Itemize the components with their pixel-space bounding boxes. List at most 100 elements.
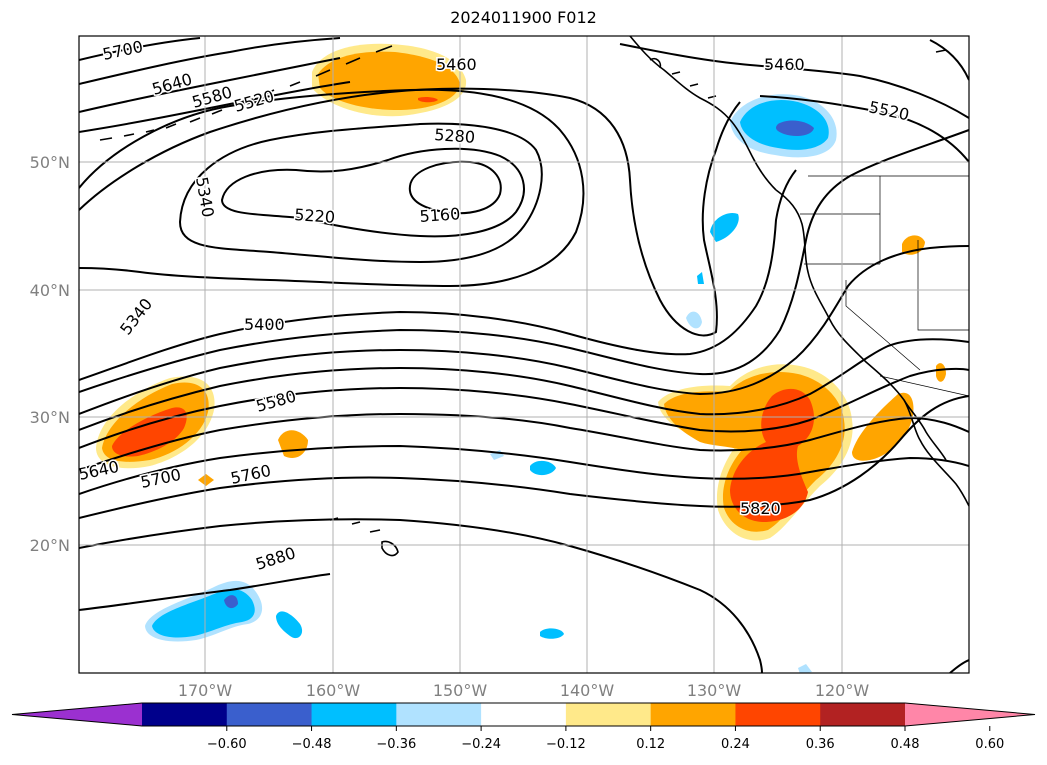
contour-5820 bbox=[79, 395, 969, 519]
state-line-ca-nv bbox=[845, 280, 921, 371]
colorbar-tick-label: 0.48 bbox=[891, 737, 920, 752]
contour-se-corner bbox=[949, 659, 969, 673]
positive-region-north-peak bbox=[418, 96, 438, 103]
contour-5400 bbox=[79, 87, 741, 337]
contour-5220 bbox=[220, 147, 525, 238]
state-line-nv-ut bbox=[917, 240, 969, 331]
contour-label: 5520 bbox=[232, 86, 276, 115]
us-mexico-border bbox=[879, 375, 969, 397]
map-body bbox=[79, 36, 969, 673]
contour-5580-north bbox=[79, 57, 341, 113]
contour-5400-south bbox=[79, 169, 797, 381]
colorbar-outline bbox=[11, 702, 1036, 727]
negative-region-south-small bbox=[276, 611, 303, 639]
contour-label: 5280 bbox=[434, 125, 476, 147]
north-america-coast bbox=[775, 189, 969, 507]
colorbar-tick-label: 0.36 bbox=[806, 737, 835, 752]
negative-region-south-peak bbox=[224, 595, 238, 609]
contour-label: 5340 bbox=[116, 295, 156, 339]
contour-5460-north bbox=[619, 43, 969, 119]
colorbar-segment bbox=[650, 703, 736, 726]
contour-5280 bbox=[178, 122, 543, 264]
baja-coast bbox=[903, 399, 947, 461]
map-frame bbox=[78, 35, 970, 674]
lon-label: 160°W bbox=[306, 681, 361, 700]
lon-label: 120°W bbox=[815, 681, 870, 700]
contour-5640-north bbox=[79, 37, 341, 85]
lat-label: 20°N bbox=[30, 536, 70, 555]
colorbar-tick-label: 0.60 bbox=[975, 737, 1004, 752]
contour-label: 5820 bbox=[740, 499, 781, 518]
negative-region-small-3 bbox=[697, 272, 704, 284]
map-title: 2024011900 F012 bbox=[450, 8, 597, 27]
contour-label: 5160 bbox=[419, 204, 461, 226]
contour-5460 bbox=[79, 129, 969, 393]
negative-region-pnw-peak bbox=[776, 120, 814, 136]
contour-label: 5340 bbox=[192, 175, 218, 218]
lon-label: 130°W bbox=[687, 681, 742, 700]
contour-label: 5400 bbox=[244, 315, 285, 334]
contour-5580 bbox=[79, 338, 969, 431]
contour-5880-lower bbox=[79, 573, 331, 611]
coastlines bbox=[99, 36, 969, 557]
contour-5520 bbox=[79, 245, 969, 415]
lon-label: 140°W bbox=[560, 681, 615, 700]
canada-islands bbox=[649, 49, 947, 99]
colorbar-segment bbox=[820, 703, 906, 726]
colorbar-tick-label: 0.12 bbox=[636, 737, 665, 752]
negative-region-small-2 bbox=[686, 311, 702, 329]
colorbar-segment bbox=[311, 703, 397, 726]
contour-5760 bbox=[79, 444, 969, 495]
contour-5340 bbox=[79, 88, 585, 288]
contour-label: 5520 bbox=[867, 97, 911, 124]
contour-label: 5580 bbox=[254, 386, 298, 415]
colorbar-tick-label: −0.48 bbox=[292, 737, 332, 752]
colorbar-segment bbox=[481, 703, 567, 726]
contour-label: 5640 bbox=[77, 457, 121, 484]
lon-label: 170°W bbox=[178, 681, 233, 700]
positive-region-baja bbox=[852, 392, 914, 461]
colorbar-tick-label: 0.24 bbox=[721, 737, 750, 752]
colorbar-segment bbox=[565, 703, 652, 726]
hawaii-islands bbox=[329, 517, 399, 557]
colorbar-tick-label: −0.24 bbox=[461, 737, 501, 752]
colorbar-segment bbox=[396, 703, 482, 726]
contour-label: 5460 bbox=[764, 55, 805, 74]
contour-5160 bbox=[408, 160, 502, 215]
contour-label: 5700 bbox=[101, 37, 145, 64]
lon-label: 150°W bbox=[433, 681, 488, 700]
longitude-labels: 170°W 160°W 150°W 140°W 130°W 120°W bbox=[178, 681, 870, 700]
contour-5520-north bbox=[79, 81, 351, 133]
negative-region-small-5 bbox=[798, 664, 812, 673]
colorbar-tick-label: −0.60 bbox=[207, 737, 247, 752]
contour-ne-edge bbox=[929, 39, 969, 81]
height-contours bbox=[79, 37, 969, 673]
colorbar-segment bbox=[735, 703, 821, 726]
aleutian-chain bbox=[99, 45, 393, 141]
contour-label: 5760 bbox=[229, 461, 273, 488]
positive-region-east-peak bbox=[730, 388, 814, 522]
colorbar-extend-low bbox=[12, 703, 142, 726]
colorbar-segment bbox=[142, 703, 228, 726]
lat-label: 50°N bbox=[30, 153, 70, 172]
contour-label: 5220 bbox=[294, 205, 336, 227]
political-borders bbox=[800, 175, 969, 397]
contour-label: 5700 bbox=[139, 465, 183, 492]
contour-5700-north bbox=[79, 37, 201, 61]
colorbar: −0.60 −0.48 −0.36 −0.24 −0.12 0.12 0.24 0.36 0.4… bbox=[11, 702, 1036, 752]
contour-5640 bbox=[79, 367, 969, 449]
colorbar-extend-high bbox=[905, 703, 1035, 726]
positive-region-small-a bbox=[278, 430, 308, 459]
contour-label: 5460 bbox=[436, 55, 477, 74]
positive-region-small-b bbox=[198, 474, 214, 486]
colorbar-tick-label: −0.36 bbox=[376, 737, 416, 752]
contour-5700 bbox=[79, 412, 969, 471]
colorbar-segment bbox=[226, 703, 313, 726]
negative-region-small-1 bbox=[710, 212, 739, 242]
negative-region-hawaii-1 bbox=[530, 460, 556, 476]
positive-region-gulf bbox=[936, 363, 946, 382]
positive-region-west-peak bbox=[112, 407, 187, 457]
colorbar-tick-label: −0.12 bbox=[546, 737, 586, 752]
contour-5520-ne bbox=[759, 95, 969, 163]
